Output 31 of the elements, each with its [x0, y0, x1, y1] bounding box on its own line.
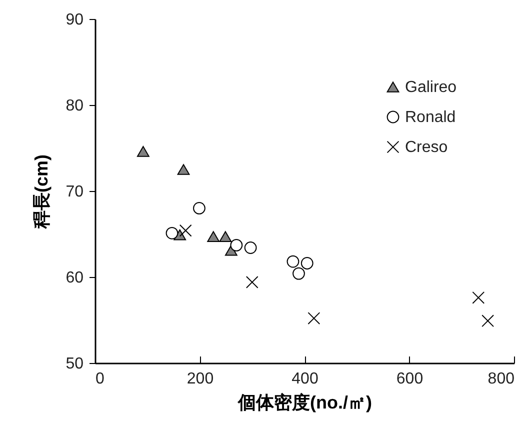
- point: [179, 224, 192, 237]
- y-tick-label: 70: [66, 184, 84, 200]
- point: [308, 312, 320, 324]
- point: [166, 226, 178, 240]
- point: [230, 238, 243, 252]
- point: [482, 314, 494, 328]
- x-tick-label: 200: [186, 370, 214, 388]
- point: [286, 255, 300, 268]
- y-tick-label: 60: [66, 270, 84, 286]
- x-tick-label: 600: [396, 370, 424, 388]
- x-axis-title: 個体密度(no./㎡): [237, 392, 372, 412]
- point: [246, 276, 258, 288]
- y-tick-label: 90: [66, 12, 84, 28]
- point: [193, 202, 206, 214]
- x-tick-label: 800: [488, 370, 515, 388]
- x-tick-label: 0: [96, 370, 104, 388]
- y-axis-title: 稈長(cm): [32, 154, 52, 230]
- point: [207, 231, 220, 242]
- y-tick-label: 80: [66, 98, 84, 114]
- point: [136, 146, 150, 157]
- point: [300, 257, 314, 270]
- point: [177, 164, 190, 175]
- point: [292, 267, 305, 280]
- point: [472, 291, 485, 304]
- legend-label: Ronald: [405, 109, 456, 126]
- point: [244, 242, 257, 254]
- y-tick-label: 50: [66, 356, 84, 372]
- legend-label: Galireo: [405, 79, 457, 96]
- legend-label: Creso: [405, 139, 448, 156]
- x-tick-label: 400: [292, 370, 318, 388]
- point: [219, 231, 232, 242]
